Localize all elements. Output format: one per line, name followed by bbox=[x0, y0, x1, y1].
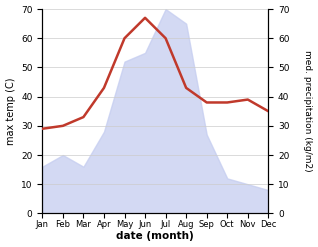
Y-axis label: max temp (C): max temp (C) bbox=[5, 78, 16, 145]
X-axis label: date (month): date (month) bbox=[116, 231, 194, 242]
Y-axis label: med. precipitation (kg/m2): med. precipitation (kg/m2) bbox=[303, 50, 313, 172]
